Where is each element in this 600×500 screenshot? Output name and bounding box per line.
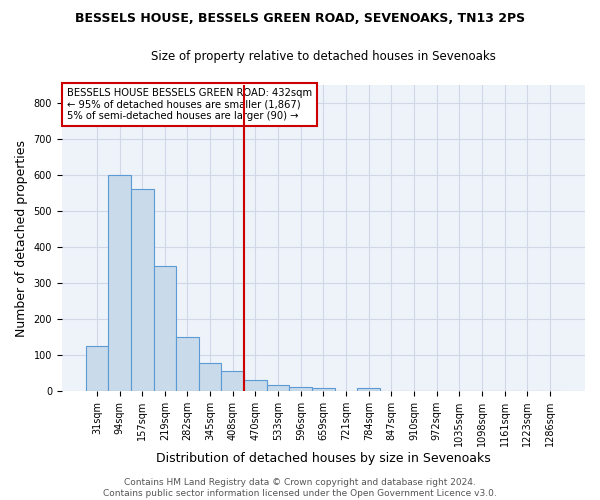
- Bar: [154, 266, 176, 391]
- Text: BESSELS HOUSE, BESSELS GREEN ROAD, SEVENOAKS, TN13 2PS: BESSELS HOUSE, BESSELS GREEN ROAD, SEVEN…: [75, 12, 525, 26]
- Bar: [267, 384, 289, 391]
- X-axis label: Distribution of detached houses by size in Sevenoaks: Distribution of detached houses by size …: [156, 452, 491, 465]
- Bar: [108, 175, 131, 391]
- Bar: [86, 346, 108, 391]
- Text: Contains HM Land Registry data © Crown copyright and database right 2024.
Contai: Contains HM Land Registry data © Crown c…: [103, 478, 497, 498]
- Bar: [358, 388, 380, 391]
- Title: Size of property relative to detached houses in Sevenoaks: Size of property relative to detached ho…: [151, 50, 496, 63]
- Bar: [221, 372, 244, 391]
- Bar: [176, 337, 199, 391]
- Bar: [312, 388, 335, 391]
- Y-axis label: Number of detached properties: Number of detached properties: [15, 140, 28, 336]
- Bar: [131, 190, 154, 391]
- Bar: [244, 380, 267, 391]
- Text: BESSELS HOUSE BESSELS GREEN ROAD: 432sqm
← 95% of detached houses are smaller (1: BESSELS HOUSE BESSELS GREEN ROAD: 432sqm…: [67, 88, 312, 122]
- Bar: [199, 364, 221, 391]
- Bar: [289, 386, 312, 391]
